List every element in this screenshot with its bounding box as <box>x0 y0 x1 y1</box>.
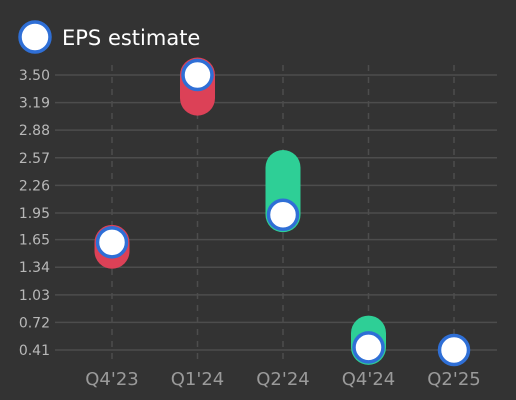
x-tick-label: Q4'24 <box>342 369 395 390</box>
estimate-markers <box>95 58 471 367</box>
y-axis-ticks: 3.50 3.19 2.88 2.57 2.26 1.95 1.65 1.34 1.03 0.72… <box>19 68 50 359</box>
y-tick-label: 3.19 <box>19 96 50 112</box>
y-tick-label: 1.03 <box>19 288 50 304</box>
estimate-point <box>181 58 214 92</box>
estimate-point <box>437 333 471 367</box>
surprise-bars <box>94 57 386 365</box>
legend: EPS estimate <box>18 20 200 54</box>
x-tick-label: Q4'23 <box>85 369 138 390</box>
legend-marker-icon <box>18 20 52 54</box>
estimate-point <box>95 226 129 259</box>
y-tick-label: 1.95 <box>19 206 50 222</box>
y-tick-label: 2.57 <box>19 151 50 167</box>
y-tick-label: 2.88 <box>19 123 50 139</box>
x-tick-label: Q2'25 <box>427 369 480 390</box>
y-tick-label: 1.34 <box>19 260 50 276</box>
estimate-point <box>352 331 385 364</box>
legend-label: EPS estimate <box>62 26 200 50</box>
estimate-point <box>266 198 300 231</box>
y-tick-label: 0.72 <box>19 315 50 331</box>
x-tick-label: Q2'24 <box>256 369 309 390</box>
y-tick-label: 2.26 <box>19 178 50 194</box>
x-axis-ticks: Q4'23 Q1'24 Q2'24 Q4'24 Q2'25 <box>85 369 480 390</box>
y-tick-label: 1.65 <box>19 233 50 249</box>
y-tick-label: 3.50 <box>19 68 50 84</box>
y-tick-label: 0.41 <box>19 343 50 359</box>
x-tick-label: Q1'24 <box>171 369 224 390</box>
